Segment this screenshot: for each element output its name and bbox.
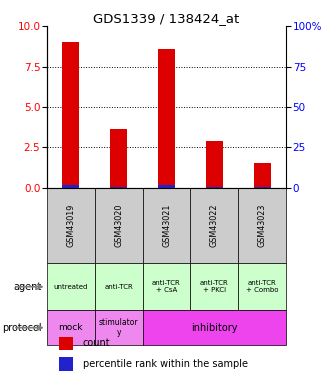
Bar <box>110 187 127 188</box>
Bar <box>238 188 286 263</box>
Text: untreated: untreated <box>53 284 88 290</box>
Text: stimulator
y: stimulator y <box>99 318 138 337</box>
Bar <box>190 188 238 263</box>
Bar <box>158 185 175 188</box>
Bar <box>158 49 175 188</box>
Text: count: count <box>83 339 110 348</box>
Title: GDS1339 / 138424_at: GDS1339 / 138424_at <box>93 12 240 25</box>
Text: GSM43021: GSM43021 <box>162 204 171 247</box>
Text: agent: agent <box>14 282 42 292</box>
Bar <box>47 310 95 345</box>
Text: anti-TCR
+ Combo: anti-TCR + Combo <box>246 280 279 293</box>
Text: percentile rank within the sample: percentile rank within the sample <box>83 359 247 369</box>
Text: anti-TCR: anti-TCR <box>104 284 133 290</box>
Text: GSM43022: GSM43022 <box>210 204 219 247</box>
Bar <box>110 129 127 188</box>
Bar <box>62 42 79 188</box>
Bar <box>143 310 286 345</box>
Bar <box>238 263 286 310</box>
Text: anti-TCR
+ CsA: anti-TCR + CsA <box>152 280 181 293</box>
Text: GSM43020: GSM43020 <box>114 204 123 247</box>
Text: mock: mock <box>58 323 83 332</box>
Text: GSM43019: GSM43019 <box>66 204 75 247</box>
Bar <box>190 263 238 310</box>
Bar <box>206 141 223 188</box>
Text: GSM43023: GSM43023 <box>258 204 267 247</box>
Bar <box>47 263 95 310</box>
Text: inhibitory: inhibitory <box>191 322 238 333</box>
Bar <box>143 263 190 310</box>
Bar <box>206 187 223 188</box>
Bar <box>59 357 73 370</box>
Bar <box>95 188 143 263</box>
Text: anti-TCR
+ PKCi: anti-TCR + PKCi <box>200 280 229 293</box>
Bar <box>143 188 190 263</box>
Bar <box>62 185 79 188</box>
Text: protocol: protocol <box>2 322 42 333</box>
Bar <box>254 187 271 188</box>
Bar <box>254 164 271 188</box>
Bar <box>59 337 73 350</box>
Bar <box>47 188 95 263</box>
Bar <box>95 263 143 310</box>
Bar <box>95 310 143 345</box>
